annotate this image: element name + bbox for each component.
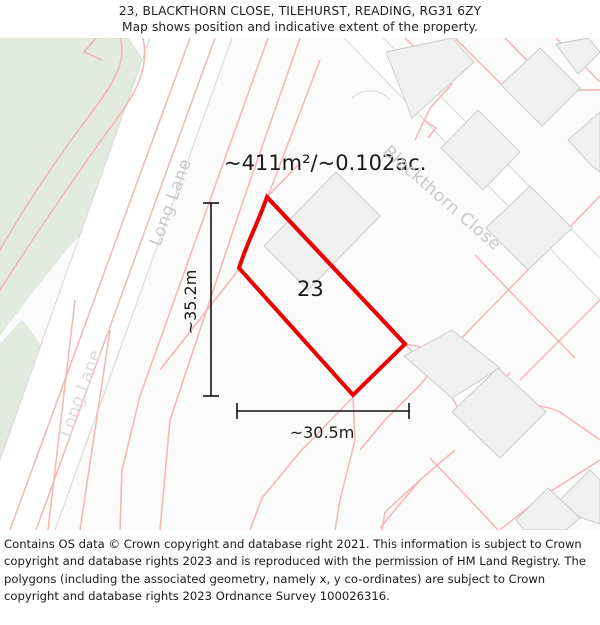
boundary-line xyxy=(266,162,301,198)
boundary-line xyxy=(474,254,576,359)
boundary-line xyxy=(334,395,356,530)
boundary-line xyxy=(0,38,146,291)
map-attribution-footer: Contains OS data © Crown copyright and d… xyxy=(0,530,600,625)
boundary-line xyxy=(249,397,353,530)
building-footprint xyxy=(403,329,501,399)
boundary-line xyxy=(47,299,76,530)
boundary-line xyxy=(0,38,123,251)
area-label: ~411m²/~0.102ac. xyxy=(224,151,426,175)
boundary-line xyxy=(454,38,506,89)
house-number-label: 23 xyxy=(297,277,324,301)
boundary-line xyxy=(119,38,269,530)
boundary-line xyxy=(159,38,301,530)
map-header: 23, BLACKTHORN CLOSE, TILEHURST, READING… xyxy=(0,0,600,38)
boundary-line xyxy=(519,299,600,381)
building-footprint xyxy=(555,38,600,75)
copyright-text: Contains OS data © Crown copyright and d… xyxy=(4,537,586,604)
boundary-line xyxy=(267,59,321,197)
buildings-layer xyxy=(263,38,600,530)
building-footprint xyxy=(263,171,381,291)
building-footprint xyxy=(440,109,521,191)
boundary-line xyxy=(35,38,216,530)
dimension-label-width: ~30.5m xyxy=(290,423,355,442)
page-title: 23, BLACKTHORN CLOSE, TILEHURST, READING… xyxy=(118,4,482,18)
property-outline-northeast-edge[interactable] xyxy=(265,195,407,346)
road-turning-head xyxy=(351,90,391,101)
page-subtitle: Map shows position and indicative extent… xyxy=(121,20,479,34)
boundary-line xyxy=(381,479,421,530)
building-footprint xyxy=(485,185,573,271)
boundary-line xyxy=(414,83,453,141)
parcel-boundaries xyxy=(0,38,600,530)
road-edge-long-lane-west xyxy=(0,38,151,462)
road-surface-long-lane xyxy=(0,38,232,530)
road-edge-long-lane-east xyxy=(54,38,233,530)
boundary-line xyxy=(82,38,103,61)
building-footprint xyxy=(451,367,547,459)
dimension-rulers xyxy=(203,202,410,419)
boundary-line xyxy=(423,119,438,139)
map-canvas[interactable]: ~411m²/~0.102ac. 23 ~35.2m ~30.5m Long L… xyxy=(0,38,600,530)
building-footprint xyxy=(385,38,475,119)
boundary-line xyxy=(79,329,111,530)
boundary-line xyxy=(429,457,499,530)
road-long-lane xyxy=(0,38,233,530)
dimension-label-height: ~35.2m xyxy=(181,270,200,335)
boundary-line xyxy=(159,267,241,371)
map-vector-layer: ~411m²/~0.102ac. 23 ~35.2m ~30.5m Long L… xyxy=(0,38,600,530)
property-outline[interactable] xyxy=(236,193,408,398)
boundary-line xyxy=(9,38,191,530)
building-footprint xyxy=(567,111,600,173)
building-footprint xyxy=(500,47,581,127)
building-footprint xyxy=(515,487,581,530)
